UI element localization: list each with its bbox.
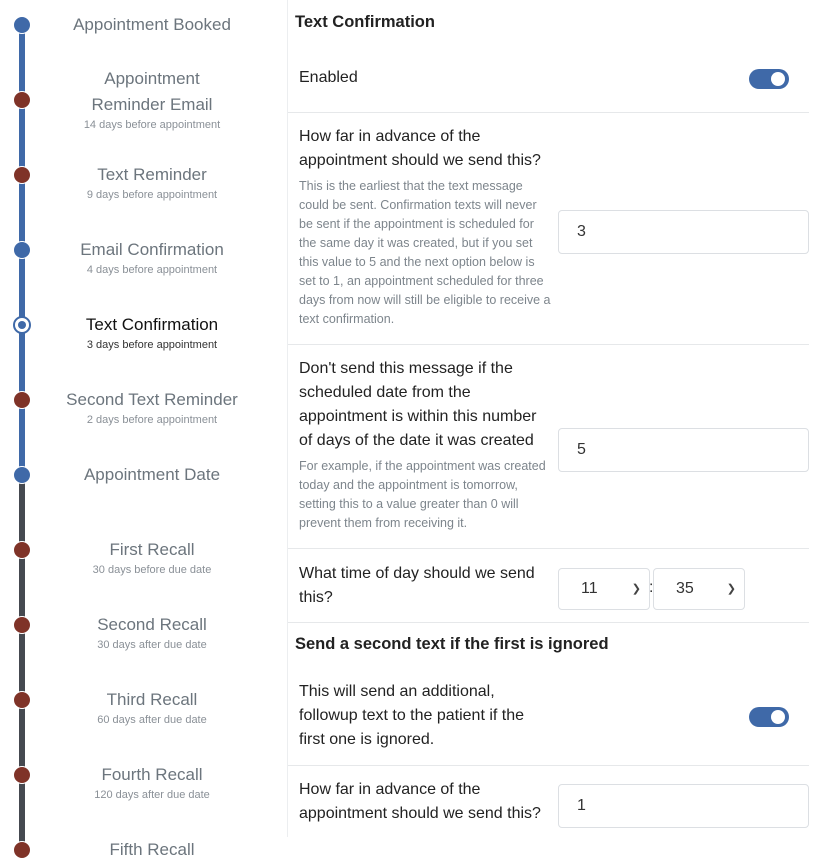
advance-label: How far in advance of the appointment sh…: [299, 128, 541, 169]
timeline-connector: [19, 625, 25, 700]
timeline-item-title: Email Confirmation: [80, 240, 224, 259]
timeline-item-title: Appointment Booked: [73, 15, 231, 34]
time-row: What time of day should we send this? 11…: [288, 549, 809, 623]
second-advance-label: How far in advance of the appointment sh…: [299, 781, 541, 822]
timeline-item-title: Third Recall: [106, 690, 198, 709]
timeline-dot[interactable]: [13, 391, 31, 409]
enabled-toggle[interactable]: [749, 69, 789, 89]
settings-panel: Text Confirmation Enabled How far in adv…: [287, 0, 815, 837]
timeline-item-subtitle: 30 days before due date: [92, 564, 212, 576]
timeline-dot[interactable]: [13, 541, 31, 559]
chevron-down-icon: ❯: [726, 583, 736, 595]
timeline-connector: [19, 25, 25, 100]
enabled-label: Enabled: [299, 69, 358, 86]
timeline-item-title: Appointment Date: [83, 465, 221, 484]
timeline-item-subtitle: 14 days before appointment: [83, 119, 221, 131]
timeline-connector: [19, 550, 25, 625]
timeline-item[interactable]: Second Recall 30 days after due date: [40, 612, 264, 652]
minute-select[interactable]: 35 ❯: [653, 568, 745, 610]
timeline-item[interactable]: Appointment Date: [40, 462, 264, 488]
timeline-item-title: Second Text Reminder: [66, 390, 238, 409]
timeline-connector: [19, 325, 25, 400]
timeline-dot[interactable]: [13, 691, 31, 709]
timeline-item-title: Text Reminder: [97, 165, 207, 184]
advance-row: How far in advance of the appointment sh…: [288, 113, 809, 345]
time-label: What time of day should we send this?: [299, 565, 535, 606]
section-title: Text Confirmation: [295, 13, 435, 31]
timeline-item-subtitle: 3 days before appointment: [86, 339, 218, 351]
timeline-item-title: Fourth Recall: [101, 765, 203, 784]
timeline-item-title: First Recall: [109, 540, 195, 559]
dont-send-label: Don't send this message if the scheduled…: [299, 360, 537, 449]
timeline-dot[interactable]: [13, 841, 31, 859]
timeline-dot[interactable]: [13, 766, 31, 784]
timeline-dot[interactable]: [13, 616, 31, 634]
timeline-item[interactable]: Fourth Recall 120 days after due date: [40, 762, 264, 802]
advance-help: This is the earliest that the text messa…: [299, 179, 551, 326]
timeline-dot[interactable]: [13, 91, 31, 109]
second-text-label: This will send an additional, followup t…: [299, 683, 525, 748]
dont-send-help: For example, if the appointment was crea…: [299, 459, 546, 530]
second-text-row: This will send an additional, followup t…: [288, 668, 809, 766]
timeline-dot[interactable]: [13, 466, 31, 484]
timeline-connector: [19, 250, 25, 325]
time-colon: :: [649, 579, 654, 596]
timeline-item-subtitle: 4 days before appointment: [86, 264, 218, 276]
timeline-item-subtitle: 2 days before appointment: [86, 414, 218, 426]
timeline-item-title: Appointment Reminder Email: [91, 69, 213, 114]
hour-select[interactable]: 11 ❯: [558, 568, 650, 610]
timeline-connector: [19, 400, 25, 475]
timeline-connector: [19, 175, 25, 250]
timeline-item[interactable]: Appointment Booked: [40, 12, 264, 38]
timeline-connector: [19, 700, 25, 775]
chevron-down-icon: ❯: [631, 583, 641, 595]
timeline-item[interactable]: First Recall 30 days before due date: [40, 537, 264, 577]
timeline-item[interactable]: Appointment Reminder Email 14 days before…: [40, 66, 264, 132]
second-advance-row: How far in advance of the appointment sh…: [288, 766, 809, 856]
timeline-item-subtitle: 9 days before appointment: [86, 189, 218, 201]
timeline-dot[interactable]: [13, 241, 31, 259]
timeline-item[interactable]: Fifth Recall: [40, 837, 264, 863]
timeline-item[interactable]: Text Reminder 9 days before appointment: [40, 162, 264, 202]
timeline-item-title: Second Recall: [97, 615, 207, 634]
timeline-connector: [19, 775, 25, 850]
timeline-item-subtitle: 30 days after due date: [97, 639, 207, 651]
advance-days-input[interactable]: 3: [558, 210, 809, 254]
timeline-item-title: Text Confirmation: [85, 315, 219, 334]
enabled-row: Enabled: [288, 45, 809, 113]
timeline-connector: [19, 100, 25, 175]
timeline-dot[interactable]: [13, 16, 31, 34]
dont-send-row: Don't send this message if the scheduled…: [288, 345, 809, 549]
second-text-toggle[interactable]: [749, 707, 789, 727]
timeline-item[interactable]: Second Text Reminder 2 days before appoin…: [40, 387, 264, 427]
timeline-item[interactable]: Third Recall 60 days after due date: [40, 687, 264, 727]
timeline-item-subtitle: 120 days after due date: [94, 789, 210, 801]
second-advance-days-input[interactable]: 1: [558, 784, 809, 828]
timeline-connector: [19, 475, 25, 550]
timeline-item-title: Fifth Recall: [109, 840, 195, 859]
dont-send-days-input[interactable]: 5: [558, 428, 809, 472]
timeline-dot[interactable]: [13, 166, 31, 184]
timeline-item-subtitle: 60 days after due date: [97, 714, 207, 726]
current-step-dot[interactable]: [13, 316, 31, 334]
timeline: Appointment Booked Appointment Reminder E…: [0, 0, 287, 859]
timeline-item[interactable]: Text Confirmation 3 days before appointme…: [40, 312, 264, 352]
second-text-title: Send a second text if the first is ignor…: [295, 635, 609, 653]
timeline-item[interactable]: Email Confirmation 4 days before appointm…: [40, 237, 264, 277]
